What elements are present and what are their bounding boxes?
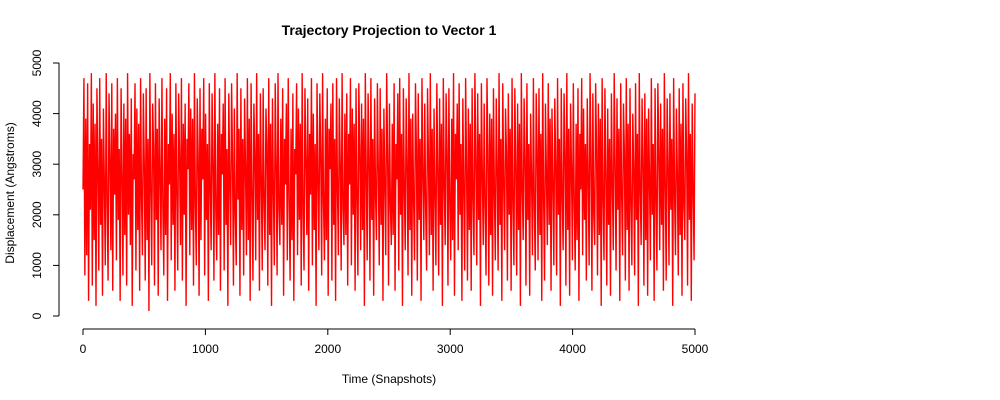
x-tick-label: 2000 (314, 342, 341, 356)
x-tick-label: 4000 (559, 342, 586, 356)
y-tick-label: 3000 (30, 151, 44, 178)
y-tick-label: 4000 (30, 100, 44, 127)
y-axis: 0 1000 2000 3000 4000 5000 (30, 49, 60, 319)
y-tick-label: 1000 (30, 252, 44, 279)
x-tick-label: 1000 (192, 342, 219, 356)
y-tick-label: 2000 (30, 201, 44, 228)
y-tick-label: 0 (30, 312, 44, 319)
x-tick-label: 5000 (682, 342, 709, 356)
x-tick-label: 0 (80, 342, 87, 356)
x-axis: 0 1000 2000 3000 4000 5000 (80, 328, 709, 356)
chart-title: Trajectory Projection to Vector 1 (282, 22, 497, 38)
y-tick-label: 5000 (30, 49, 44, 76)
series-line-0 (82, 73, 696, 311)
x-axis-label: Time (Snapshots) (342, 372, 436, 386)
x-tick-label: 3000 (437, 342, 464, 356)
series-layer (82, 73, 696, 311)
y-axis-label: Displacement (Angstroms) (3, 122, 17, 263)
